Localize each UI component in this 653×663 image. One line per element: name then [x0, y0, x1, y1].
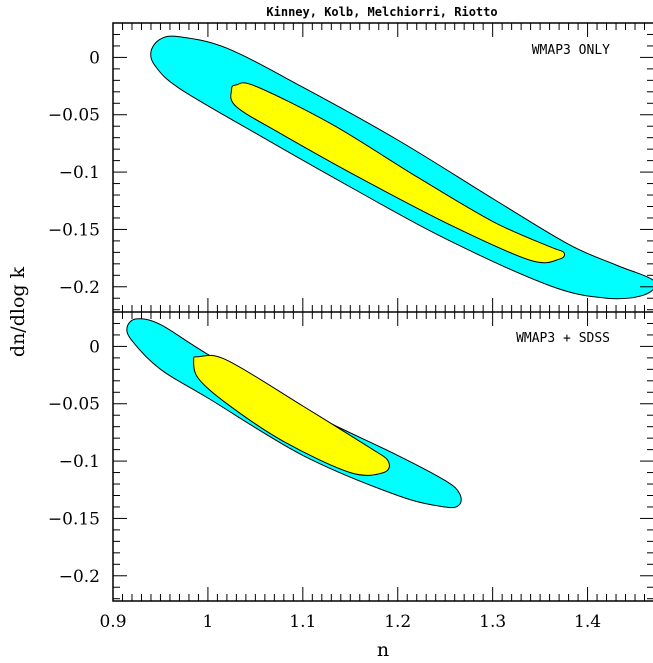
y-tick-label: 0: [89, 48, 100, 68]
panel-label-top: WMAP3 ONLY: [532, 43, 610, 58]
y-tick-label: 0: [89, 337, 100, 357]
x-tick-label: 1.3: [479, 612, 506, 632]
x-axis-label: n: [377, 639, 389, 661]
y-tick-label: −0.05: [48, 395, 100, 415]
x-ticks-top: [112, 23, 646, 312]
y-tick-label: −0.1: [59, 452, 100, 472]
panel-bottom: 0 −0.05 −0.1 −0.15 −0.2 0.9 1 1.1 1.2 1.3 1.4 WMA…: [48, 311, 653, 632]
y-axis-label: dn/dlog k: [7, 266, 29, 357]
y-tick-label: −0.2: [59, 567, 100, 587]
x-tick-label: 1.1: [289, 612, 316, 632]
y-tick-label: −0.15: [48, 509, 100, 529]
panel-top: 0 −0.05 −0.1 −0.15 −0.2 WMAP3 ONLY: [48, 22, 653, 312]
contours-bottom: [126, 318, 462, 509]
contour-inner-bottom: [193, 354, 390, 476]
x-tick-label: 1: [202, 612, 213, 632]
x-tick-label: 1.2: [384, 612, 411, 632]
x-tick-label: 1.4: [574, 612, 601, 632]
x-axis-bottom: 0.9 1 1.1 1.2 1.3 1.4: [99, 312, 646, 632]
y-tick-label: −0.05: [48, 106, 100, 126]
panel-label-bottom: WMAP3 + SDSS: [516, 331, 610, 346]
contours-top: [150, 35, 653, 300]
contour-inner-top: [230, 82, 566, 264]
chart-title: Kinney, Kolb, Melchiorri, Riotto: [266, 5, 497, 19]
y-tick-label: −0.1: [59, 163, 100, 183]
y-tick-label: −0.15: [48, 220, 100, 240]
x-tick-label: 0.9: [99, 612, 126, 632]
y-tick-label: −0.2: [59, 278, 100, 298]
